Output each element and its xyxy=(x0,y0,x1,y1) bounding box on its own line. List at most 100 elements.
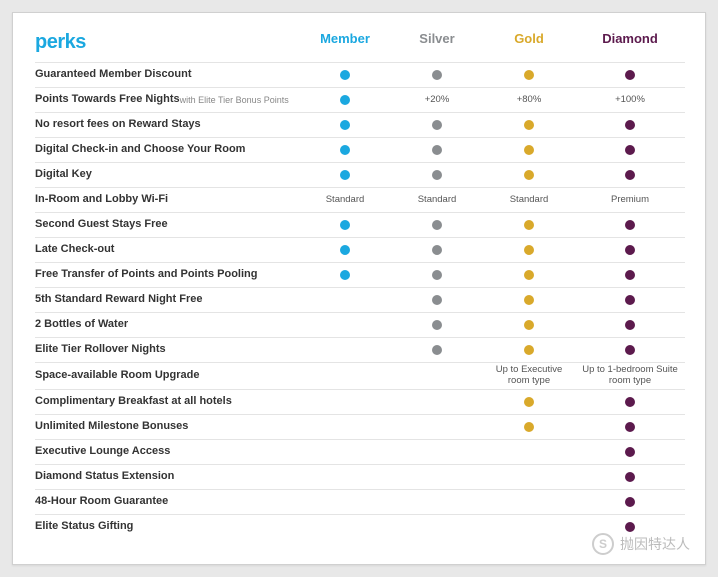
perk-cell-diamond xyxy=(575,287,685,312)
dot-icon xyxy=(432,270,442,280)
dot-icon xyxy=(625,522,635,532)
dot-icon xyxy=(340,120,350,130)
perk-cell-diamond xyxy=(575,389,685,414)
dot-icon xyxy=(432,170,442,180)
watermark-text: 抛因特达人 xyxy=(620,534,690,554)
perk-cell-gold xyxy=(483,262,575,287)
dot-icon xyxy=(524,422,534,432)
perk-cell-gold xyxy=(483,137,575,162)
perk-label: 5th Standard Reward Night Free xyxy=(35,287,299,312)
perk-cell-silver: +20% xyxy=(391,87,483,112)
perks-grid: perksMemberSilverGoldDiamondGuaranteed M… xyxy=(35,31,691,539)
perks-table-card: perksMemberSilverGoldDiamondGuaranteed M… xyxy=(12,12,706,565)
perk-cell-member xyxy=(299,287,391,312)
perk-label: Digital Check-in and Choose Your Room xyxy=(35,137,299,162)
perk-cell-member xyxy=(299,112,391,137)
perk-cell-silver xyxy=(391,137,483,162)
perk-cell-gold: Up to Executive room type xyxy=(483,362,575,389)
perk-cell-member xyxy=(299,312,391,337)
perk-cell-silver xyxy=(391,489,483,514)
dot-icon xyxy=(340,170,350,180)
perk-label: 2 Bottles of Water xyxy=(35,312,299,337)
perk-cell-diamond: Premium xyxy=(575,187,685,212)
dot-icon xyxy=(340,245,350,255)
perk-cell-member xyxy=(299,489,391,514)
perk-label: Points Towards Free Nightswith Elite Tie… xyxy=(35,87,299,112)
dot-icon xyxy=(432,70,442,80)
dot-icon xyxy=(625,497,635,507)
perk-cell-member xyxy=(299,137,391,162)
perk-cell-gold xyxy=(483,337,575,362)
perk-cell-diamond xyxy=(575,62,685,87)
dot-icon xyxy=(432,245,442,255)
perk-cell-silver xyxy=(391,162,483,187)
perk-cell-diamond xyxy=(575,162,685,187)
perk-cell-member xyxy=(299,389,391,414)
perk-cell-member xyxy=(299,212,391,237)
perk-cell-gold xyxy=(483,439,575,464)
perk-cell-gold: Standard xyxy=(483,187,575,212)
dot-icon xyxy=(524,120,534,130)
dot-icon xyxy=(625,295,635,305)
perk-cell-gold xyxy=(483,514,575,539)
perk-cell-silver xyxy=(391,362,483,389)
perk-label: Unlimited Milestone Bonuses xyxy=(35,414,299,439)
perk-cell-silver xyxy=(391,464,483,489)
perk-cell-member xyxy=(299,162,391,187)
perk-cell-gold xyxy=(483,237,575,262)
header-tier-diamond: Diamond xyxy=(575,31,685,62)
perk-cell-diamond xyxy=(575,262,685,287)
perk-cell-silver xyxy=(391,439,483,464)
dot-icon xyxy=(340,145,350,155)
dot-icon xyxy=(432,320,442,330)
perk-cell-member xyxy=(299,262,391,287)
perk-cell-diamond xyxy=(575,237,685,262)
perk-cell-diamond xyxy=(575,212,685,237)
dot-icon xyxy=(340,270,350,280)
watermark-icon: S xyxy=(592,533,614,555)
perk-cell-silver xyxy=(391,112,483,137)
dot-icon xyxy=(625,170,635,180)
perk-cell-gold xyxy=(483,414,575,439)
perk-label: Executive Lounge Access xyxy=(35,439,299,464)
perk-cell-gold xyxy=(483,312,575,337)
dot-icon xyxy=(625,220,635,230)
dot-icon xyxy=(524,320,534,330)
dot-icon xyxy=(625,145,635,155)
perk-cell-diamond xyxy=(575,112,685,137)
dot-icon xyxy=(625,120,635,130)
perk-cell-member xyxy=(299,87,391,112)
dot-icon xyxy=(625,70,635,80)
dot-icon xyxy=(524,145,534,155)
perk-cell-gold xyxy=(483,464,575,489)
dot-icon xyxy=(625,397,635,407)
perk-label: Free Transfer of Points and Points Pooli… xyxy=(35,262,299,287)
header-tier-silver: Silver xyxy=(391,31,483,62)
perk-cell-silver: Standard xyxy=(391,187,483,212)
header-tier-member: Member xyxy=(299,31,391,62)
perk-sublabel: with Elite Tier Bonus Points xyxy=(180,95,289,106)
dot-icon xyxy=(524,397,534,407)
perk-cell-gold xyxy=(483,212,575,237)
perk-cell-member xyxy=(299,439,391,464)
dot-icon xyxy=(625,345,635,355)
perk-cell-silver xyxy=(391,262,483,287)
perk-cell-gold xyxy=(483,62,575,87)
perk-cell-diamond xyxy=(575,464,685,489)
perk-cell-diamond: +100% xyxy=(575,87,685,112)
perk-cell-member xyxy=(299,414,391,439)
dot-icon xyxy=(432,120,442,130)
dot-icon xyxy=(524,170,534,180)
perk-cell-diamond xyxy=(575,439,685,464)
dot-icon xyxy=(625,472,635,482)
perk-cell-silver xyxy=(391,287,483,312)
perk-cell-silver xyxy=(391,514,483,539)
perk-cell-diamond: Up to 1-bedroom Suite room type xyxy=(575,362,685,389)
dot-icon xyxy=(625,245,635,255)
dot-icon xyxy=(524,345,534,355)
perk-cell-diamond xyxy=(575,312,685,337)
dot-icon xyxy=(432,345,442,355)
dot-icon xyxy=(524,70,534,80)
dot-icon xyxy=(524,270,534,280)
perk-cell-silver xyxy=(391,212,483,237)
